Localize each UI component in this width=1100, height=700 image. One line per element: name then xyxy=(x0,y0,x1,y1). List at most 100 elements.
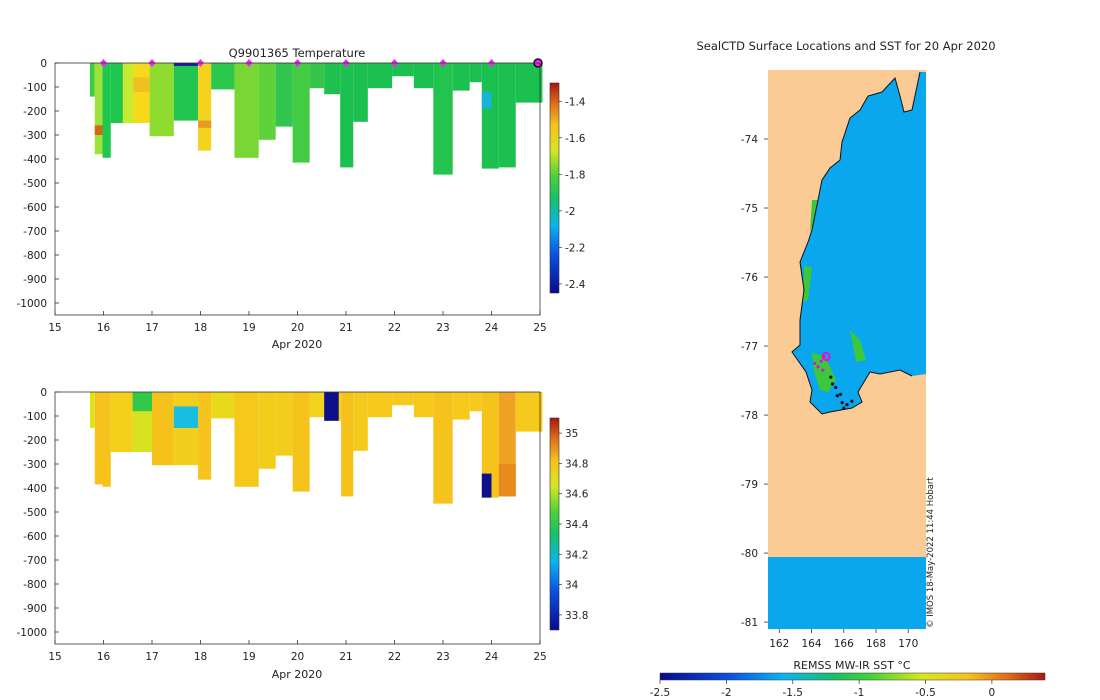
seal-position-7 xyxy=(834,385,838,390)
colorbar-tick-label-3: -2 xyxy=(565,206,575,218)
x-tick-label-4: 19 xyxy=(242,322,255,334)
temperature-xlabel: Apr 2020 xyxy=(272,338,323,351)
x-tick-label-6: 21 xyxy=(339,651,352,663)
x-tick-label-5: 20 xyxy=(291,651,304,663)
salinity-panel: 0 -100 -200 -300 -400 -500 -600 -700 -800 -900 -10… xyxy=(16,387,588,681)
x-tick-label-1: 16 xyxy=(97,322,111,334)
profile-bar-11 xyxy=(275,392,293,456)
profile-bar-17 xyxy=(367,392,393,418)
map-credit: © IMOS 18-May-2022 11:44 Hobart xyxy=(926,477,936,628)
temperature-title: Q9901365 Temperature xyxy=(229,46,366,60)
lat-tick-label-5: -79 xyxy=(741,479,758,491)
colorbar-tick-label-0: 35 xyxy=(565,428,578,440)
lat-tick-label-1: -75 xyxy=(741,203,758,215)
profile-bar-25 xyxy=(515,392,543,432)
salinity-xlabel: Apr 2020 xyxy=(272,668,323,681)
map-longitude-axis: 162 164 166 168 170 xyxy=(769,629,918,650)
seal-position-12 xyxy=(842,406,846,410)
profile-bar-9 xyxy=(211,63,235,90)
profile-patch-0 xyxy=(324,392,339,421)
y-tick-label-9: -900 xyxy=(23,603,47,615)
x-tick-label-8: 23 xyxy=(436,322,449,334)
salinity-x-axis: 15 16 17 18 19 20 21 22 23 24 25 xyxy=(48,640,547,663)
profile-bar-0 xyxy=(89,63,95,97)
profile-bar-22 xyxy=(469,392,482,412)
profile-bar-7 xyxy=(173,63,199,121)
profile-bar-10 xyxy=(258,392,276,469)
x-tick-label-6: 21 xyxy=(339,322,352,334)
x-tick-label-10: 25 xyxy=(533,322,546,334)
sst-colorbar-tick-label-5: 0 xyxy=(989,687,996,699)
colorbar-tick-label-5: -2.4 xyxy=(565,279,586,291)
profile-bar-11 xyxy=(258,63,276,140)
temperature-panel: Q9901365 Temperature 0 -100 -200 -300 -400 -5… xyxy=(16,46,585,351)
colorbar-tick-label-4: -2.2 xyxy=(565,242,586,254)
profile-bar-18 xyxy=(367,63,393,89)
x-tick-label-9: 24 xyxy=(485,651,499,663)
salinity-y-axis: 0 -100 -200 -300 -400 -500 -600 -700 -800 -900 -10… xyxy=(16,387,59,639)
profile-patch-3 xyxy=(198,120,212,128)
seal-position-11 xyxy=(850,399,854,403)
profile-bar-18 xyxy=(392,392,414,406)
profile-patch-4 xyxy=(498,464,516,497)
x-tick-label-7: 22 xyxy=(388,651,401,663)
colorbar-tick-label-0: -1.4 xyxy=(565,96,586,108)
profile-bar-2 xyxy=(102,392,111,487)
y-tick-label-8: -800 xyxy=(23,579,47,591)
sea-surface-temperature-field xyxy=(792,72,926,414)
x-tick-label-4: 19 xyxy=(242,651,255,663)
lat-tick-label-2: -76 xyxy=(741,272,758,284)
profile-patch-2 xyxy=(133,77,150,92)
map-title: SealCTD Surface Locations and SST for 20… xyxy=(696,39,995,53)
x-tick-label-2: 17 xyxy=(145,322,158,334)
lon-tick-label-0: 162 xyxy=(769,638,789,650)
colorbar-tick-label-4: 34.2 xyxy=(565,549,588,561)
y-tick-label-1: -100 xyxy=(23,82,47,94)
profile-bar-6 xyxy=(149,63,174,137)
y-tick-label-4: -400 xyxy=(23,483,47,495)
profile-patch-1 xyxy=(173,406,199,428)
salinity-colorbar xyxy=(549,417,560,631)
y-tick-label-7: -700 xyxy=(23,226,47,238)
seal-position-14 xyxy=(830,382,835,386)
seal-position-9 xyxy=(840,401,844,405)
colorbar-tick-label-3: 34.4 xyxy=(565,519,589,531)
x-tick-label-0: 15 xyxy=(48,651,61,663)
lat-tick-label-3: -77 xyxy=(741,341,758,353)
profile-bar-25 xyxy=(498,63,516,168)
profile-bar-26 xyxy=(515,63,543,103)
seal-position-0 xyxy=(813,361,817,365)
sst-map-panel: SealCTD Surface Locations and SST for 20… xyxy=(650,39,1046,699)
coastline xyxy=(791,71,921,415)
profile-bar-4 xyxy=(122,63,134,123)
profile-bar-8 xyxy=(211,392,235,419)
seal-position-13 xyxy=(838,392,843,396)
lat-tick-label-4: -78 xyxy=(741,410,758,422)
x-tick-label-2: 17 xyxy=(145,651,158,663)
y-tick-label-1: -100 xyxy=(23,411,47,423)
profile-bar-15 xyxy=(341,392,354,497)
x-tick-label-9: 24 xyxy=(485,322,499,334)
y-tick-label-4: -400 xyxy=(23,154,47,166)
y-tick-label-10: -1000 xyxy=(16,298,47,310)
seal-position-2 xyxy=(819,359,823,363)
profile-bar-5 xyxy=(152,392,174,466)
salinity-heatmap xyxy=(89,392,543,504)
profile-patch-2 xyxy=(132,392,152,412)
x-tick-label-7: 22 xyxy=(388,322,401,334)
x-tick-label-10: 25 xyxy=(533,651,546,663)
profile-bar-16 xyxy=(353,392,368,451)
y-tick-label-5: -500 xyxy=(23,178,47,190)
profile-bar-22 xyxy=(452,63,470,91)
seal-position-6 xyxy=(829,375,833,379)
colorbar-tick-label-2: 34.6 xyxy=(565,489,589,501)
seal-position-5 xyxy=(821,368,825,372)
lat-tick-label-7: -81 xyxy=(741,617,758,629)
profile-bar-21 xyxy=(452,392,470,420)
profile-bar-13 xyxy=(292,63,310,163)
profile-bar-19 xyxy=(413,392,434,418)
profile-bar-8 xyxy=(198,63,212,151)
profile-bar-14 xyxy=(309,63,325,89)
lat-tick-label-0: -74 xyxy=(741,134,758,146)
